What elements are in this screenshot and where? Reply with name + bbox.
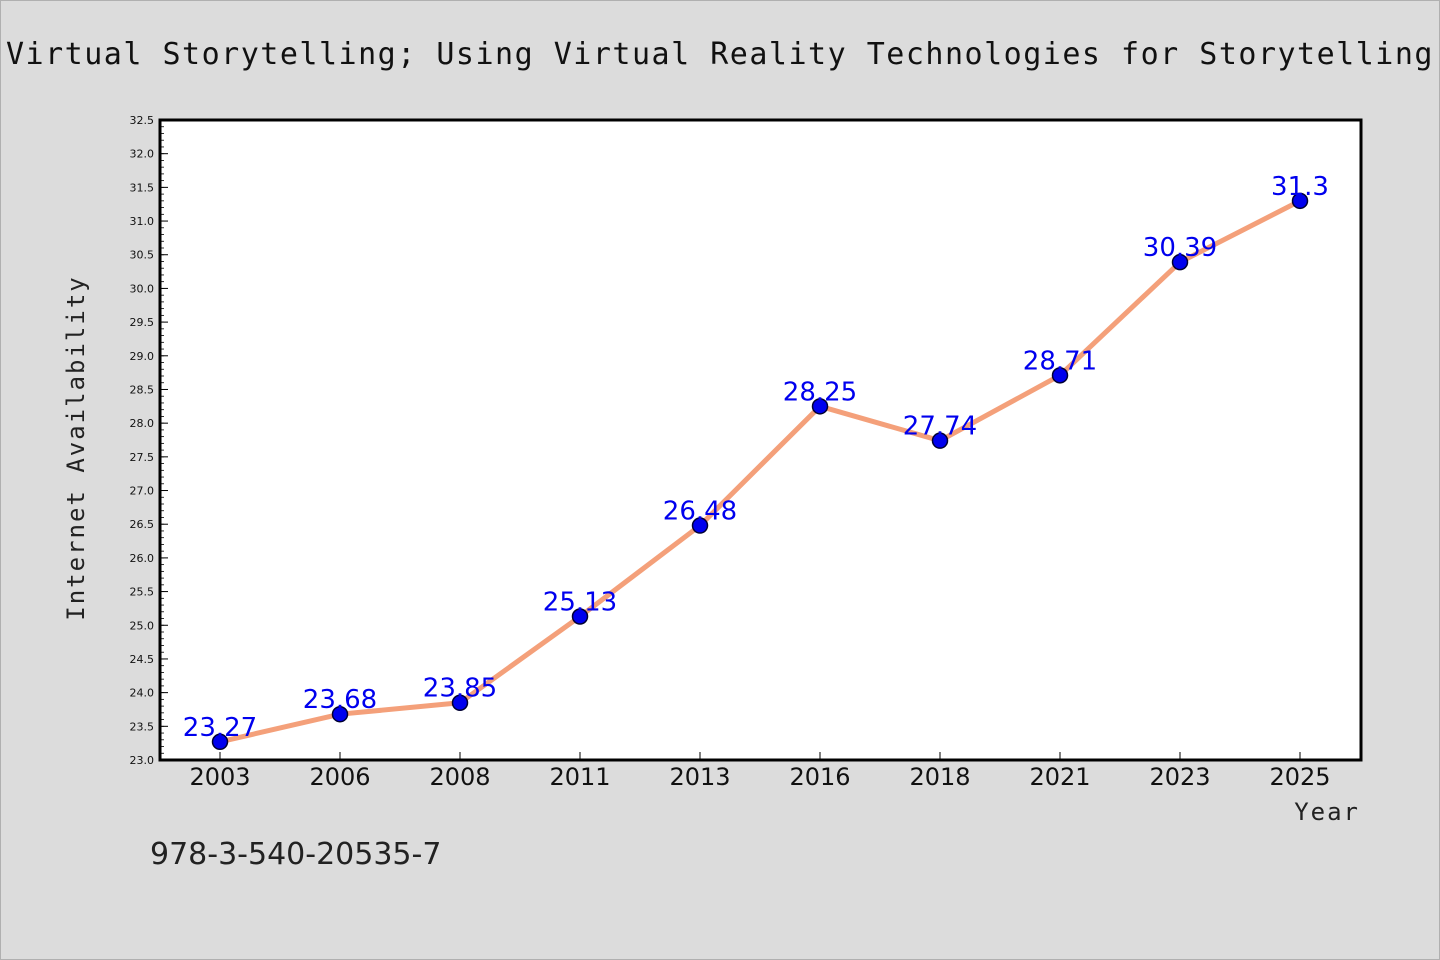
y-tick-label: 24.0 <box>130 687 155 700</box>
y-tick-label: 28.5 <box>130 383 155 396</box>
x-axis: 2003 2006 2008 2011 2013 2016 2018 2021 2023 2025 <box>189 752 1331 791</box>
x-axis-label: Year <box>1294 798 1360 826</box>
x-tick-label: 2011 <box>549 763 610 791</box>
y-tick-label: 25.0 <box>130 619 155 632</box>
chart-title: Virtual Storytelling; Using Virtual Real… <box>6 37 1434 72</box>
y-axis: 23.0 23.5 24.0 24.5 25.0 25.5 26.0 26.5 27.0 27.5… <box>130 114 168 767</box>
data-label: 25.13 <box>543 588 617 618</box>
y-tick-label: 23.5 <box>130 720 155 733</box>
x-tick-label: 2006 <box>309 763 370 791</box>
x-tick-label: 2013 <box>669 763 730 791</box>
data-point <box>1291 192 1309 210</box>
y-tick-label: 31.0 <box>130 215 155 228</box>
y-tick-label: 26.5 <box>130 518 155 531</box>
x-tick-label: 2025 <box>1269 763 1330 791</box>
x-tick-label: 2018 <box>909 763 970 791</box>
y-tick-label: 32.0 <box>130 148 155 161</box>
isbn-text: 978-3-540-20535-7 <box>150 837 441 872</box>
series-line <box>219 198 1302 745</box>
y-tick-label: 30.0 <box>130 282 155 295</box>
y-tick-label: 31.5 <box>130 181 155 194</box>
data-label: 28.25 <box>783 377 857 407</box>
data-labels: 23.27 23.68 23.85 25.13 26.48 28.25 27.74 28.71… <box>183 172 1329 743</box>
data-point <box>1171 253 1189 271</box>
data-point <box>571 608 589 625</box>
plot-area <box>158 118 1363 762</box>
data-label: 26.48 <box>663 497 737 527</box>
y-tick-label: 28.0 <box>130 417 155 430</box>
data-point <box>1051 367 1069 384</box>
y-tick-label: 26.0 <box>130 552 155 565</box>
data-point <box>691 517 709 534</box>
y-axis-label: Internet Availability <box>62 275 90 620</box>
y-tick-label: 25.5 <box>130 586 155 599</box>
data-point <box>811 398 829 415</box>
data-label: 23.85 <box>423 674 497 704</box>
y-tick-label: 27.5 <box>130 451 155 464</box>
y-tick-label: 32.5 <box>130 114 155 127</box>
x-tick-label: 2008 <box>429 763 490 791</box>
x-tick-label: 2016 <box>789 763 850 791</box>
y-tick-label: 30.5 <box>130 249 155 262</box>
data-points <box>211 192 1309 751</box>
data-point <box>451 694 469 711</box>
data-label: 27.74 <box>903 412 977 442</box>
y-tick-label: 23.0 <box>130 754 155 767</box>
y-tick-label: 29.5 <box>130 316 155 329</box>
data-point <box>331 705 349 723</box>
data-label: 28.71 <box>1023 346 1097 376</box>
data-label: 31.3 <box>1271 172 1329 202</box>
data-point <box>211 733 229 751</box>
y-tick-label: 24.5 <box>130 653 155 666</box>
x-tick-label: 2003 <box>189 763 250 791</box>
x-tick-label: 2021 <box>1029 763 1090 791</box>
data-point <box>931 432 949 449</box>
y-tick-label: 29.0 <box>130 350 155 363</box>
data-label: 23.68 <box>303 685 377 715</box>
data-label: 23.27 <box>183 713 257 743</box>
y-tick-label: 27.0 <box>130 485 155 498</box>
x-tick-label: 2023 <box>1149 763 1210 791</box>
data-label: 30.39 <box>1143 233 1217 263</box>
